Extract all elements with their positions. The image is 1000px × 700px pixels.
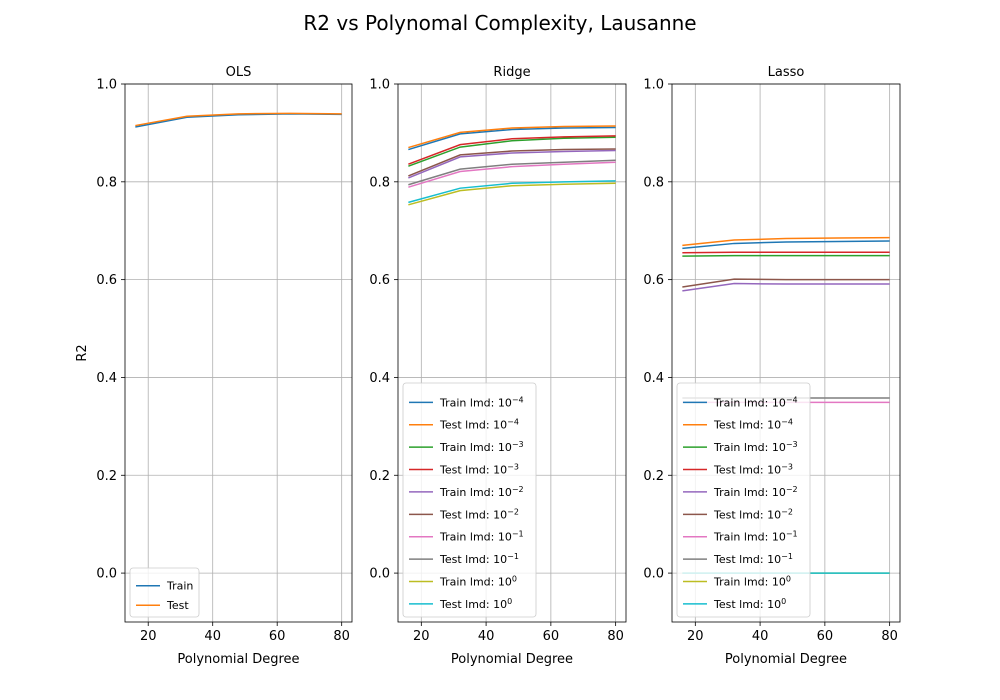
series-line-1 bbox=[682, 236, 890, 247]
x-tick-label: 80 bbox=[607, 629, 624, 644]
series-line-1 bbox=[408, 125, 616, 149]
axes-frame bbox=[671, 83, 901, 623]
axes-frame bbox=[397, 83, 627, 623]
series-line-0 bbox=[408, 126, 616, 151]
y-tick-label: 0.8 bbox=[96, 175, 117, 190]
x-tick-label: 40 bbox=[204, 629, 221, 644]
axes-frame bbox=[124, 83, 353, 623]
legend-label: Test lmd: 100 bbox=[713, 596, 786, 611]
y-tick-label: 0.6 bbox=[643, 273, 664, 288]
x-tick-label: 80 bbox=[333, 629, 350, 644]
series-line-4 bbox=[408, 149, 616, 179]
x-tick-label: 20 bbox=[687, 629, 704, 644]
x-tick-label: 60 bbox=[543, 629, 560, 644]
x-tick-label: 80 bbox=[881, 629, 898, 644]
x-axis-label: Polynomial Degree bbox=[451, 652, 573, 667]
x-tick-label: 40 bbox=[478, 629, 495, 644]
x-tick-label: 20 bbox=[140, 629, 157, 644]
series-line-5 bbox=[408, 148, 616, 177]
subplot-title: Ridge bbox=[493, 65, 530, 80]
y-tick-label: 1.0 bbox=[369, 78, 390, 93]
legend-label: Train lmd: 10−4 bbox=[439, 395, 524, 410]
y-tick-label: 0.2 bbox=[96, 469, 117, 484]
legend-label: Train lmd: 10−1 bbox=[713, 529, 798, 544]
subplot-title: OLS bbox=[226, 65, 252, 80]
legend-label: Train lmd: 10−4 bbox=[713, 395, 798, 410]
legend: Train Test bbox=[129, 567, 200, 618]
legend-label: Test lmd: 10−1 bbox=[439, 552, 519, 567]
y-tick-label: 0.0 bbox=[369, 567, 390, 582]
series-line-9 bbox=[408, 180, 616, 204]
legend-label: Train lmd: 10−2 bbox=[439, 484, 524, 499]
legend-label: Train bbox=[166, 580, 193, 593]
legend-label: Test lmd: 10−2 bbox=[439, 507, 519, 522]
x-tick-label: 60 bbox=[269, 629, 286, 644]
y-axis-label: R2 bbox=[75, 344, 90, 361]
y-tick-label: 0.2 bbox=[643, 469, 664, 484]
legend-label: Test lmd: 10−3 bbox=[439, 462, 519, 477]
figure-suptitle: R2 vs Polynomal Complexity, Lausanne bbox=[303, 11, 696, 35]
subplot-ols: 20 40 60 80 0.0 0.2 0.4 0.6 0.8 1.0 OLS Polynomial … bbox=[75, 65, 353, 667]
y-tick-label: 0.4 bbox=[643, 371, 664, 386]
series-line-5 bbox=[682, 278, 890, 288]
legend: Train lmd: 10−4 Test lmd: 10−4 Train lmd: … bbox=[402, 382, 537, 618]
legend-label: Test lmd: 10−3 bbox=[713, 462, 793, 477]
series-line-2 bbox=[408, 136, 616, 167]
legend-label: Test lmd: 10−4 bbox=[439, 417, 519, 432]
legend-label: Test bbox=[166, 599, 189, 612]
legend-label: Test lmd: 10−4 bbox=[713, 417, 793, 432]
y-tick-label: 0.0 bbox=[643, 567, 664, 582]
x-tick-label: 60 bbox=[817, 629, 834, 644]
x-axis-label: Polynomial Degree bbox=[725, 652, 847, 667]
y-tick-label: 0.0 bbox=[96, 567, 117, 582]
subplot-title: Lasso bbox=[768, 65, 805, 80]
legend: Train lmd: 10−4 Test lmd: 10−4 Train lmd: … bbox=[676, 382, 811, 618]
series-line-4 bbox=[682, 282, 890, 292]
legend-label: Train lmd: 10−2 bbox=[713, 484, 798, 499]
series-line-7 bbox=[408, 159, 616, 186]
legend-label: Test lmd: 100 bbox=[439, 596, 512, 611]
y-tick-label: 0.4 bbox=[369, 371, 390, 386]
series-line-3 bbox=[408, 135, 616, 165]
legend-label: Train lmd: 10−3 bbox=[713, 440, 798, 455]
y-tick-label: 0.4 bbox=[96, 371, 117, 386]
legend-label: Test lmd: 10−1 bbox=[713, 552, 793, 567]
x-tick-label: 20 bbox=[413, 629, 430, 644]
legend-label: Train lmd: 10−3 bbox=[439, 440, 524, 455]
x-axis-label: Polynomial Degree bbox=[177, 652, 299, 667]
subplot-lasso: 20 40 60 80 0.0 0.2 0.4 0.6 0.8 1.0 Lasso Polynomia… bbox=[643, 65, 901, 667]
subplot-ridge: 20 40 60 80 0.0 0.2 0.4 0.6 0.8 1.0 Ridge Polynomia… bbox=[369, 65, 627, 667]
legend-box bbox=[676, 382, 811, 618]
y-tick-label: 0.8 bbox=[643, 175, 664, 190]
x-tick-label: 40 bbox=[752, 629, 769, 644]
legend-label: Train lmd: 100 bbox=[439, 574, 517, 589]
series-line-8 bbox=[408, 182, 616, 206]
series-line-0 bbox=[682, 240, 890, 250]
legend-box bbox=[402, 382, 537, 618]
legend-label: Train lmd: 100 bbox=[713, 574, 791, 589]
y-tick-label: 0.6 bbox=[369, 273, 390, 288]
y-tick-label: 1.0 bbox=[643, 78, 664, 93]
y-tick-label: 0.2 bbox=[369, 469, 390, 484]
series-line-6 bbox=[408, 161, 616, 188]
y-tick-label: 0.8 bbox=[369, 175, 390, 190]
series-line-1 bbox=[135, 112, 342, 127]
y-tick-label: 0.6 bbox=[96, 273, 117, 288]
legend-label: Test lmd: 10−2 bbox=[713, 507, 793, 522]
legend-label: Train lmd: 10−1 bbox=[439, 529, 524, 544]
y-tick-label: 1.0 bbox=[96, 78, 117, 93]
